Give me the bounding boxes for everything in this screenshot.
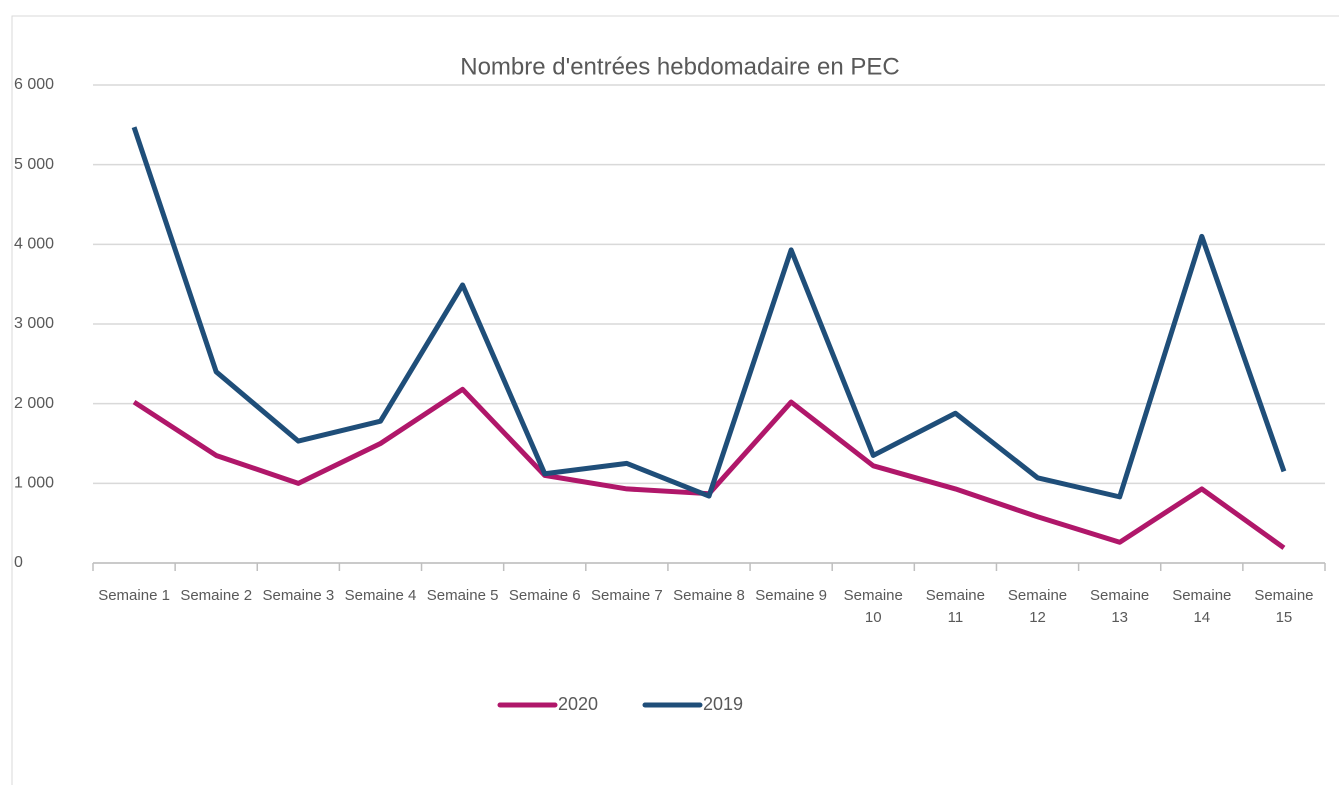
x-tick-label: Semaine 6 xyxy=(508,587,581,604)
x-tick-label: Semaine 9 xyxy=(755,587,827,604)
x-tick-label: Semaine 3 xyxy=(262,587,335,604)
legend-label: 2019 xyxy=(703,694,743,714)
x-tick-label: Semaine 11 xyxy=(925,587,985,626)
y-tick-label: 4 000 xyxy=(14,236,54,253)
legend-label: 2020 xyxy=(558,694,598,714)
x-tick-label: Semaine 1 xyxy=(98,587,170,604)
x-tick-label: Semaine 10 xyxy=(843,587,903,626)
x-tick-label: Semaine 14 xyxy=(1172,587,1232,626)
y-tick-label: 2 000 xyxy=(14,395,54,412)
y-tick-label: 0 xyxy=(14,554,23,571)
x-tick-label: Semaine 12 xyxy=(1007,587,1068,626)
y-tick-label: 3 000 xyxy=(14,315,54,332)
y-tick-label: 1 000 xyxy=(14,475,54,492)
x-tick-label: Semaine 15 xyxy=(1254,587,1314,626)
x-tick-label: Semaine 5 xyxy=(426,587,499,604)
series-line xyxy=(132,386,1286,550)
chart-title: Nombre d'entrées hebdomadaire en PEC xyxy=(460,53,900,80)
x-tick-label: Semaine 8 xyxy=(673,587,745,604)
x-tick-label: Semaine 7 xyxy=(591,587,663,604)
x-tick-label: Semaine 2 xyxy=(180,587,253,604)
y-tick-label: 6 000 xyxy=(14,76,54,93)
chart-border xyxy=(11,15,1339,785)
series-line xyxy=(131,126,1287,500)
x-tick-label: Semaine 4 xyxy=(344,587,417,604)
x-tick-label: Semaine 13 xyxy=(1090,587,1150,626)
y-tick-label: 5 000 xyxy=(14,156,54,173)
